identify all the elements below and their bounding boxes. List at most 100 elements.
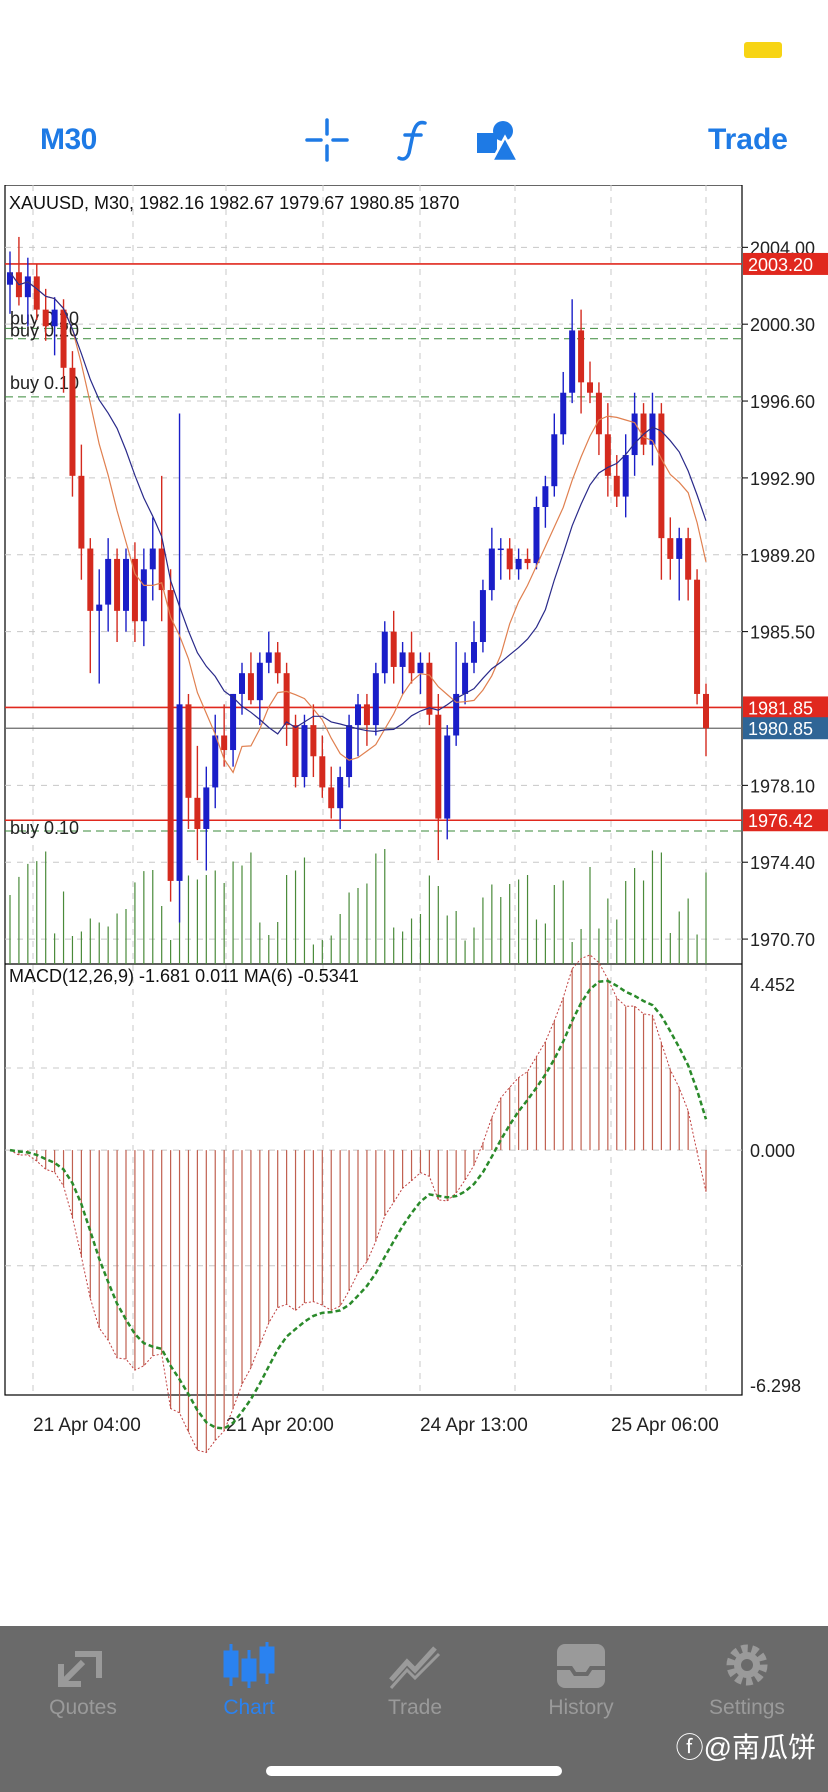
price-tag-label: 1981.85 bbox=[748, 698, 813, 718]
candle-body bbox=[444, 735, 451, 819]
macd-tick-label: 0.000 bbox=[750, 1141, 795, 1161]
price-tick-label: 1992.90 bbox=[750, 469, 815, 489]
price-tag-label: 1976.42 bbox=[748, 811, 813, 831]
candle-body bbox=[408, 652, 415, 674]
ma-slow-line bbox=[9, 271, 707, 735]
candle-body bbox=[515, 558, 522, 570]
candle-body bbox=[292, 725, 299, 778]
candle-body bbox=[256, 662, 263, 701]
candle-body bbox=[667, 538, 674, 559]
candle-body bbox=[33, 276, 40, 310]
price-tick-label: 1974.40 bbox=[750, 853, 815, 873]
candle-body bbox=[631, 413, 638, 456]
time-label: 25 Apr 06:00 bbox=[611, 1415, 719, 1436]
ma-fast-line bbox=[9, 271, 707, 774]
objects-icon[interactable] bbox=[474, 117, 521, 163]
order-label: buy 0.10 bbox=[10, 818, 79, 838]
price-tag-label: 2003.20 bbox=[748, 255, 813, 275]
candle-body bbox=[506, 548, 513, 570]
candle-body bbox=[694, 579, 701, 694]
candle-body bbox=[613, 475, 620, 497]
candle-body bbox=[114, 558, 121, 611]
candle-body bbox=[587, 382, 593, 393]
candle-body bbox=[140, 569, 147, 622]
tab-settings[interactable]: Settings bbox=[664, 1640, 828, 1740]
price-tick-label: 1985.50 bbox=[750, 623, 815, 643]
battery-indicator bbox=[744, 42, 782, 58]
tab-quotes[interactable]: Quotes bbox=[0, 1640, 166, 1740]
candle-body bbox=[640, 413, 647, 445]
price-tag bbox=[743, 252, 828, 275]
chart-canvas[interactable]: 21 Apr 04:00 21 Apr 20:00 24 Apr 13:00 25 A… bbox=[0, 185, 828, 1595]
candle-body bbox=[453, 693, 460, 736]
time-label: 24 Apr 13:00 bbox=[420, 1415, 528, 1436]
price-chart[interactable]: 21 Apr 04:00 21 Apr 20:00 24 Apr 13:00 25 A… bbox=[0, 185, 828, 1595]
candle-body bbox=[123, 558, 129, 611]
candle-body bbox=[60, 309, 67, 368]
candle-body bbox=[649, 413, 656, 445]
chart-toolbar: M30 Trade bbox=[0, 105, 828, 177]
candle-body bbox=[471, 642, 477, 663]
time-label: 21 Apr 04:00 bbox=[33, 1415, 141, 1436]
order-label: buy 0.10 bbox=[10, 373, 79, 393]
candle-body bbox=[542, 486, 549, 507]
candle-body bbox=[346, 725, 353, 778]
candle-body bbox=[78, 475, 85, 549]
history-icon bbox=[557, 1644, 605, 1688]
candle-body bbox=[479, 590, 486, 643]
candle-body bbox=[390, 631, 397, 667]
candle-body bbox=[301, 725, 308, 778]
candle-body bbox=[96, 604, 103, 611]
candle-body bbox=[363, 704, 370, 726]
timeframe-button[interactable]: M30 bbox=[40, 123, 97, 156]
candle-body bbox=[194, 797, 201, 829]
macd-tick-label: -6.298 bbox=[750, 1376, 801, 1396]
candle-body bbox=[265, 652, 272, 663]
tab-chart[interactable]: Chart bbox=[166, 1640, 332, 1740]
candle-body bbox=[488, 548, 495, 591]
function-icon[interactable] bbox=[392, 117, 438, 163]
price-tick-label: 1970.70 bbox=[750, 930, 815, 950]
candle-body bbox=[560, 392, 567, 435]
macd-tick-label: 4.452 bbox=[750, 975, 795, 995]
candle-body bbox=[355, 704, 361, 726]
time-label: 21 Apr 20:00 bbox=[226, 1415, 334, 1436]
bottom-tab-bar: Quotes Chart Trade History Set bbox=[0, 1626, 828, 1792]
candle-body bbox=[310, 725, 317, 757]
candle-body bbox=[221, 735, 228, 751]
candle-body bbox=[69, 367, 76, 476]
candle-body bbox=[578, 330, 585, 383]
crosshair-icon[interactable] bbox=[304, 117, 350, 163]
candle-body bbox=[595, 392, 602, 435]
candle-body bbox=[676, 538, 683, 559]
candle-body bbox=[274, 652, 281, 674]
trade-button[interactable]: Trade bbox=[707, 123, 788, 156]
price-tick-label: 1996.60 bbox=[750, 392, 815, 412]
candle-body bbox=[417, 662, 424, 674]
macd-header: MACD(12,26,9) -1.681 0.011 MA(6) -0.5341 bbox=[9, 966, 359, 986]
tab-trade[interactable]: Trade bbox=[332, 1640, 498, 1740]
macd-signal-line bbox=[9, 979, 708, 1430]
price-tag bbox=[743, 809, 828, 832]
price-tag bbox=[743, 717, 828, 740]
candle-body bbox=[7, 272, 13, 285]
candle-body bbox=[149, 548, 156, 570]
candle-body bbox=[426, 662, 433, 715]
chart-icon bbox=[223, 1642, 275, 1688]
candle-body bbox=[604, 434, 611, 476]
tab-chart-label: Chart bbox=[223, 1696, 275, 1719]
tab-settings-label: Settings bbox=[709, 1696, 785, 1719]
price-tag bbox=[743, 696, 828, 719]
chart-header: XAUUSD, M30, 1982.16 1982.67 1979.67 198… bbox=[9, 193, 459, 213]
candle-body bbox=[658, 413, 665, 539]
trade-icon bbox=[389, 1646, 441, 1689]
candle-body bbox=[176, 704, 183, 881]
candle-body bbox=[524, 558, 531, 564]
tab-history[interactable]: History bbox=[498, 1640, 664, 1740]
price-tick-label: 1989.20 bbox=[750, 546, 815, 566]
candle-body bbox=[399, 652, 406, 667]
price-tick-label: 2000.30 bbox=[750, 315, 815, 335]
candle-body bbox=[42, 309, 49, 327]
candle-body bbox=[337, 777, 344, 809]
price-tag-label: 1980.85 bbox=[748, 719, 813, 739]
